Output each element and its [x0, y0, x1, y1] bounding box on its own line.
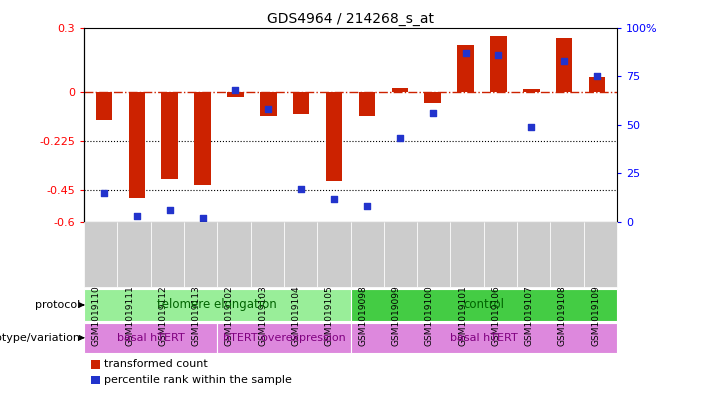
Text: GSM1019105: GSM1019105	[325, 285, 334, 346]
Text: GSM1019102: GSM1019102	[225, 285, 234, 345]
Text: GSM1019104: GSM1019104	[292, 285, 301, 345]
Bar	[583, 222, 617, 287]
Text: hTERT overexpression: hTERT overexpression	[222, 333, 346, 343]
Bar	[227, 92, 244, 97]
Bar	[517, 222, 550, 287]
Text: GSM1019109: GSM1019109	[591, 285, 600, 346]
Point	[98, 190, 109, 196]
Point	[493, 51, 504, 58]
Bar	[217, 323, 350, 353]
Text: GSM1019111: GSM1019111	[125, 285, 134, 346]
Point	[460, 50, 471, 56]
Bar	[84, 222, 117, 287]
Text: control: control	[463, 298, 504, 312]
Text: genotype/variation: genotype/variation	[0, 333, 81, 343]
Bar	[484, 222, 517, 287]
Bar	[260, 92, 276, 116]
Bar	[425, 92, 441, 103]
Bar	[161, 92, 178, 179]
Bar	[359, 92, 375, 116]
Text: telomere elongation: telomere elongation	[158, 298, 277, 312]
Bar	[84, 323, 217, 353]
Text: GSM1019101: GSM1019101	[458, 285, 467, 346]
Text: protocol: protocol	[35, 300, 81, 310]
Bar	[184, 222, 217, 287]
Point	[592, 73, 603, 79]
Bar	[392, 88, 408, 92]
Bar	[217, 222, 251, 287]
Point	[197, 215, 208, 221]
Point	[296, 186, 307, 192]
Bar	[284, 222, 318, 287]
Point	[361, 203, 372, 209]
Text: GSM1019099: GSM1019099	[391, 285, 400, 346]
Point	[131, 213, 142, 219]
Bar	[95, 92, 112, 120]
Point	[427, 110, 438, 116]
Point	[394, 135, 405, 141]
Bar	[556, 38, 573, 92]
Point	[230, 86, 241, 93]
Text: GSM1019110: GSM1019110	[92, 285, 101, 346]
Bar	[350, 289, 617, 321]
Bar	[350, 222, 384, 287]
Bar	[151, 222, 184, 287]
Bar	[457, 45, 474, 92]
Point	[526, 123, 537, 130]
Text: GSM1019098: GSM1019098	[358, 285, 367, 346]
Bar	[550, 222, 583, 287]
Bar	[317, 222, 350, 287]
Text: GDS4964 / 214268_s_at: GDS4964 / 214268_s_at	[267, 12, 434, 26]
Bar	[326, 92, 342, 181]
Text: GSM1019112: GSM1019112	[158, 285, 168, 345]
Point	[559, 57, 570, 64]
Bar	[384, 222, 417, 287]
Bar	[293, 92, 309, 114]
Bar	[251, 222, 284, 287]
Bar	[350, 323, 617, 353]
Bar	[194, 92, 211, 185]
Text: GSM1019113: GSM1019113	[191, 285, 200, 346]
Text: transformed count: transformed count	[104, 359, 208, 369]
Bar	[450, 222, 484, 287]
Bar	[117, 222, 151, 287]
Bar	[128, 92, 145, 198]
Bar	[91, 360, 100, 369]
Point	[164, 207, 175, 213]
Bar	[91, 376, 100, 384]
Point	[263, 106, 274, 112]
Bar	[523, 89, 540, 92]
Point	[329, 196, 340, 202]
Bar	[417, 222, 450, 287]
Bar	[589, 77, 606, 92]
Text: basal hTERT: basal hTERT	[450, 333, 517, 343]
Text: basal hTERT: basal hTERT	[117, 333, 184, 343]
Text: GSM1019107: GSM1019107	[524, 285, 533, 346]
Bar	[84, 289, 350, 321]
Text: GSM1019108: GSM1019108	[558, 285, 567, 346]
Text: GSM1019100: GSM1019100	[425, 285, 434, 346]
Text: GSM1019106: GSM1019106	[491, 285, 501, 346]
Bar	[490, 36, 507, 92]
Text: GSM1019103: GSM1019103	[258, 285, 267, 346]
Text: percentile rank within the sample: percentile rank within the sample	[104, 375, 292, 385]
